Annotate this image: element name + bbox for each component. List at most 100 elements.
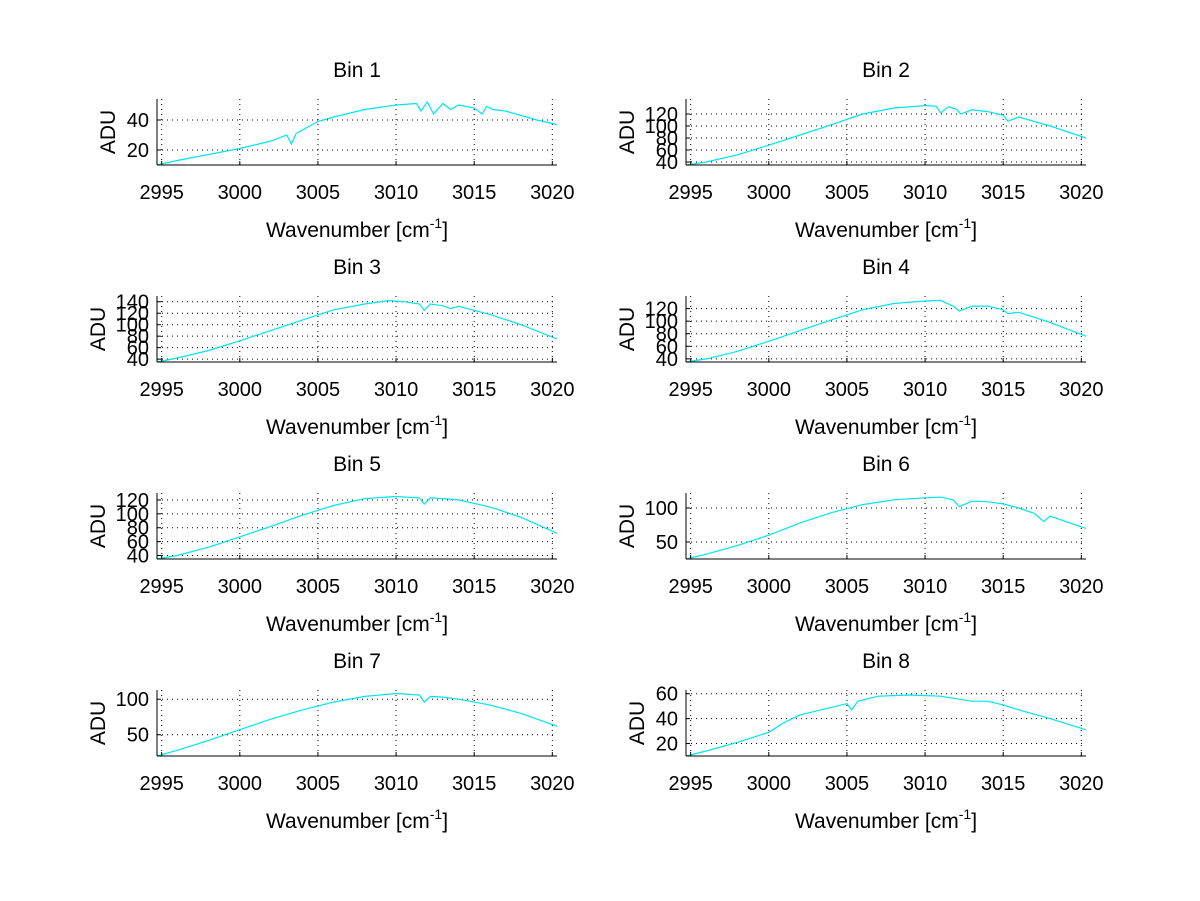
- x-tick-label: 3005: [296, 379, 341, 401]
- x-tick-label: 3010: [374, 182, 419, 204]
- spectrum-line: [685, 496, 1087, 560]
- x-tick-label: 3000: [218, 576, 263, 598]
- y-tick-label: 60: [656, 336, 678, 358]
- x-tick-label: 3015: [981, 379, 1026, 401]
- x-tick-label: 3000: [218, 379, 263, 401]
- x-tick-label: 3015: [452, 773, 497, 795]
- spectrum-line: [156, 495, 558, 560]
- x-axis-label: Wavenumber [cm-1]: [795, 412, 977, 439]
- y-tick-label: 100: [116, 504, 149, 526]
- x-tick-label: 3005: [825, 773, 870, 795]
- x-tick-label: 2995: [139, 182, 184, 204]
- x-tick-label: 3010: [374, 576, 419, 598]
- x-axis-label: Wavenumber [cm-1]: [266, 609, 448, 636]
- x-axis-label: Wavenumber [cm-1]: [795, 215, 977, 242]
- y-tick-label: 20: [127, 140, 149, 162]
- x-tick-label: 3000: [747, 379, 792, 401]
- y-tick-label: 60: [656, 140, 678, 162]
- x-tick-label: 3015: [452, 576, 497, 598]
- x-tick-label: 3000: [218, 773, 263, 795]
- x-tick-label: 3005: [296, 182, 341, 204]
- y-tick-label: 40: [127, 546, 149, 568]
- x-tick-label: 3000: [747, 576, 792, 598]
- x-axis-label: Wavenumber [cm-1]: [266, 806, 448, 833]
- subplot-1: 2995 3000 3005 3010 3015 3020 20 40 Bin 1 Wavenum…: [97, 59, 575, 242]
- x-tick-label: 3000: [218, 182, 263, 204]
- spectrum-line: [685, 299, 1087, 363]
- spectrum-line: [685, 104, 1087, 166]
- y-tick-label: 60: [127, 532, 149, 554]
- x-tick-label: 3005: [825, 576, 870, 598]
- x-tick-label: 3005: [825, 379, 870, 401]
- x-axis-label: Wavenumber [cm-1]: [795, 609, 977, 636]
- x-axis-label: Wavenumber [cm-1]: [266, 412, 448, 439]
- subplot-title: Bin 3: [333, 256, 381, 279]
- x-tick-label: 3015: [452, 379, 497, 401]
- y-tick-label: 40: [127, 110, 149, 132]
- subplot-8: 2995 3000 3005 3010 3015 3020 20 40 60 Bin 8 Waven…: [626, 650, 1104, 833]
- y-tick-label: 50: [656, 532, 678, 554]
- y-tick-label: 100: [116, 315, 149, 337]
- x-tick-label: 3005: [825, 182, 870, 204]
- y-tick-label: 120: [116, 490, 149, 512]
- x-tick-label: 3000: [747, 182, 792, 204]
- y-tick-label: 40: [127, 349, 149, 371]
- x-tick-label: 3010: [374, 379, 419, 401]
- y-tick-label: 100: [116, 689, 149, 711]
- y-tick-label: 40: [656, 349, 678, 371]
- y-tick-label: 80: [656, 128, 678, 150]
- y-tick-label: 40: [656, 709, 678, 731]
- x-tick-label: 3010: [903, 773, 948, 795]
- y-axis-label: ADU: [616, 504, 639, 548]
- subplot-title: Bin 1: [333, 59, 381, 82]
- subplot-7: 2995 3000 3005 3010 3015 3020 50 100 Bin 7 Wavenu…: [87, 650, 575, 833]
- subplot-title: Bin 2: [862, 59, 910, 82]
- x-tick-label: 3005: [296, 576, 341, 598]
- x-tick-label: 3020: [1059, 182, 1104, 204]
- y-tick-label: 40: [656, 152, 678, 174]
- y-tick-label: 60: [656, 684, 678, 706]
- subplot-title: Bin 5: [333, 453, 381, 476]
- x-tick-label: 3010: [903, 182, 948, 204]
- y-tick-label: 60: [127, 338, 149, 360]
- spectrum-line: [156, 100, 558, 166]
- subplot-title: Bin 8: [862, 650, 910, 673]
- x-tick-label: 3015: [981, 773, 1026, 795]
- subplot-title: Bin 4: [862, 256, 910, 279]
- x-tick-label: 3020: [530, 773, 575, 795]
- y-axis-label: ADU: [626, 701, 649, 745]
- y-tick-label: 100: [645, 498, 678, 520]
- subplot-title: Bin 7: [333, 650, 381, 673]
- x-axis-label: Wavenumber [cm-1]: [795, 806, 977, 833]
- x-tick-label: 3000: [747, 773, 792, 795]
- x-tick-label: 3020: [530, 182, 575, 204]
- y-axis-label: ADU: [87, 701, 110, 745]
- x-tick-label: 3020: [530, 379, 575, 401]
- y-tick-label: 140: [116, 292, 149, 314]
- x-axis-label: Wavenumber [cm-1]: [266, 215, 448, 242]
- y-tick-label: 80: [127, 518, 149, 540]
- x-tick-label: 3020: [530, 576, 575, 598]
- x-tick-label: 3015: [981, 182, 1026, 204]
- spectrum-line: [156, 299, 558, 363]
- y-tick-label: 20: [656, 734, 678, 756]
- x-tick-label: 3020: [1059, 379, 1104, 401]
- y-tick-label: 80: [127, 326, 149, 348]
- x-tick-label: 2995: [139, 576, 184, 598]
- y-tick-label: 100: [645, 116, 678, 138]
- y-tick-label: 120: [645, 104, 678, 126]
- x-tick-label: 2995: [668, 182, 713, 204]
- y-tick-label: 50: [127, 725, 149, 747]
- spectrum-line: [156, 692, 558, 757]
- x-tick-label: 3010: [903, 379, 948, 401]
- subplot-6: 2995 3000 3005 3010 3015 3020 50 100 Bin 6 Wavenu…: [616, 453, 1104, 636]
- x-tick-label: 3010: [903, 576, 948, 598]
- x-tick-label: 2995: [139, 379, 184, 401]
- x-tick-label: 3005: [296, 773, 341, 795]
- x-tick-label: 3020: [1059, 773, 1104, 795]
- subplot-title: Bin 6: [862, 453, 910, 476]
- spectrum-line: [685, 694, 1087, 757]
